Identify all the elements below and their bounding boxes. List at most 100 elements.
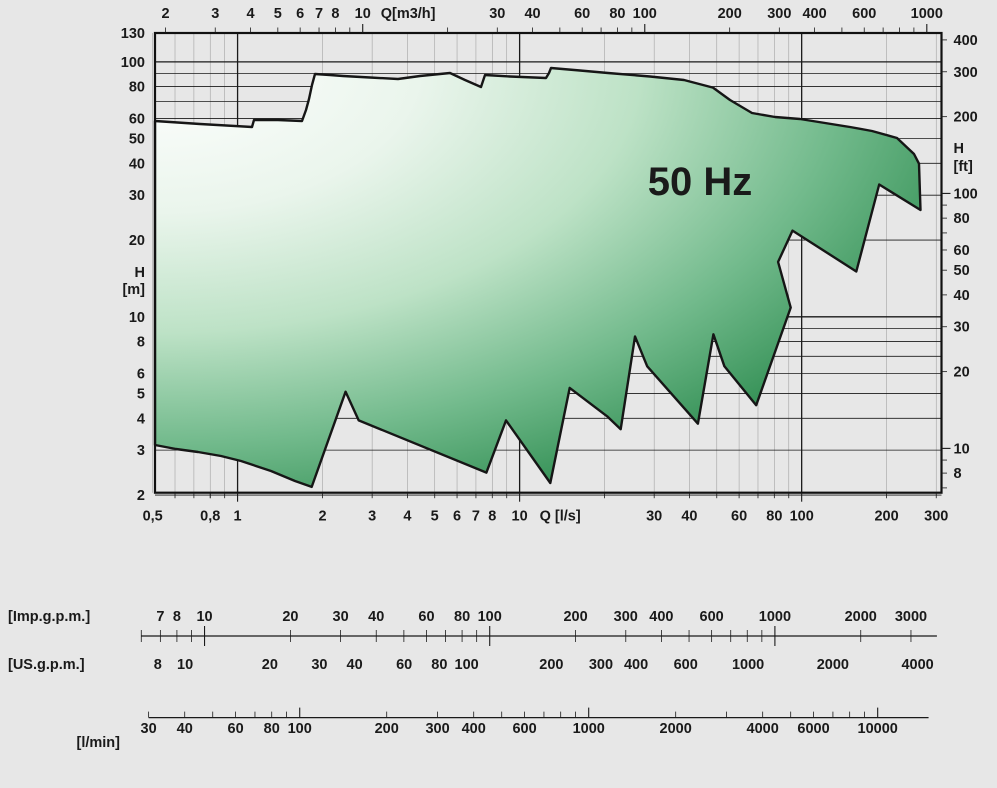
- svg-text:200: 200: [539, 657, 563, 673]
- svg-text:3: 3: [211, 6, 219, 22]
- svg-text:4: 4: [403, 509, 411, 525]
- svg-text:100: 100: [455, 657, 479, 673]
- svg-text:80: 80: [264, 721, 280, 737]
- svg-text:20: 20: [954, 365, 970, 381]
- svg-text:4000: 4000: [747, 721, 779, 737]
- svg-text:4000: 4000: [901, 657, 933, 673]
- svg-text:80: 80: [129, 80, 145, 96]
- svg-text:[Imp.g.p.m.]: [Imp.g.p.m.]: [8, 609, 90, 625]
- svg-text:2: 2: [162, 6, 170, 22]
- svg-text:H: H: [135, 265, 145, 281]
- svg-text:5: 5: [137, 387, 145, 403]
- svg-text:80: 80: [954, 211, 970, 227]
- svg-text:60: 60: [228, 721, 244, 737]
- svg-text:100: 100: [478, 609, 502, 625]
- svg-text:40: 40: [177, 721, 193, 737]
- svg-text:Q[m3/h]: Q[m3/h]: [381, 6, 436, 22]
- svg-text:[ft]: [ft]: [954, 159, 973, 175]
- svg-text:30: 30: [129, 188, 145, 204]
- svg-text:200: 200: [375, 721, 399, 737]
- svg-text:10: 10: [129, 310, 145, 326]
- svg-text:30: 30: [646, 509, 662, 525]
- svg-text:100: 100: [790, 509, 814, 525]
- svg-text:50: 50: [954, 263, 970, 279]
- svg-text:7: 7: [315, 6, 323, 22]
- svg-text:40: 40: [347, 657, 363, 673]
- svg-text:10: 10: [954, 441, 970, 457]
- svg-text:30: 30: [311, 657, 327, 673]
- svg-text:20: 20: [282, 609, 298, 625]
- svg-text:6: 6: [453, 509, 461, 525]
- svg-text:60: 60: [731, 509, 747, 525]
- svg-text:600: 600: [674, 657, 698, 673]
- svg-text:50 Hz: 50 Hz: [648, 160, 753, 204]
- svg-text:40: 40: [524, 6, 540, 22]
- svg-text:80: 80: [454, 609, 470, 625]
- svg-text:300: 300: [924, 509, 948, 525]
- svg-text:400: 400: [954, 33, 978, 49]
- svg-text:400: 400: [624, 657, 648, 673]
- svg-text:30: 30: [333, 609, 349, 625]
- svg-text:100: 100: [633, 6, 657, 22]
- svg-text:30: 30: [954, 320, 970, 336]
- svg-text:8: 8: [137, 335, 145, 351]
- svg-text:200: 200: [954, 110, 978, 126]
- svg-text:0,8: 0,8: [200, 509, 220, 525]
- svg-text:2: 2: [137, 488, 145, 504]
- svg-text:60: 60: [418, 609, 434, 625]
- svg-text:40: 40: [368, 609, 384, 625]
- svg-text:300: 300: [589, 657, 613, 673]
- svg-text:8: 8: [331, 6, 339, 22]
- svg-text:1000: 1000: [759, 609, 791, 625]
- svg-text:2000: 2000: [817, 657, 849, 673]
- svg-text:100: 100: [121, 55, 145, 71]
- svg-text:2000: 2000: [660, 721, 692, 737]
- svg-text:7: 7: [156, 609, 164, 625]
- svg-text:600: 600: [700, 609, 724, 625]
- svg-text:300: 300: [614, 609, 638, 625]
- svg-text:H: H: [954, 141, 964, 157]
- svg-text:100: 100: [954, 186, 978, 202]
- svg-text:2: 2: [318, 509, 326, 525]
- svg-text:400: 400: [462, 721, 486, 737]
- svg-text:8: 8: [173, 609, 181, 625]
- svg-text:[m]: [m]: [122, 282, 145, 298]
- svg-text:60: 60: [574, 6, 590, 22]
- svg-text:600: 600: [852, 6, 876, 22]
- svg-text:20: 20: [129, 233, 145, 249]
- svg-text:10: 10: [177, 657, 193, 673]
- svg-text:30: 30: [141, 721, 157, 737]
- svg-text:10000: 10000: [858, 721, 898, 737]
- svg-text:40: 40: [954, 288, 970, 304]
- svg-text:4: 4: [137, 411, 145, 427]
- svg-text:20: 20: [262, 657, 278, 673]
- svg-text:300: 300: [767, 6, 791, 22]
- svg-text:3: 3: [137, 443, 145, 459]
- svg-text:[US.g.p.m.]: [US.g.p.m.]: [8, 657, 85, 673]
- svg-text:60: 60: [129, 111, 145, 127]
- svg-text:6: 6: [296, 6, 304, 22]
- svg-text:40: 40: [129, 156, 145, 172]
- svg-text:60: 60: [396, 657, 412, 673]
- svg-text:1: 1: [234, 509, 242, 525]
- svg-text:[l/min]: [l/min]: [77, 735, 121, 751]
- svg-text:6000: 6000: [797, 721, 829, 737]
- svg-text:Q [l/s]: Q [l/s]: [540, 509, 581, 525]
- svg-text:200: 200: [718, 6, 742, 22]
- svg-text:300: 300: [954, 65, 978, 81]
- svg-text:100: 100: [288, 721, 312, 737]
- svg-text:8: 8: [154, 657, 162, 673]
- svg-text:1000: 1000: [911, 6, 943, 22]
- svg-text:80: 80: [609, 6, 625, 22]
- svg-text:80: 80: [766, 509, 782, 525]
- svg-text:10: 10: [512, 509, 528, 525]
- svg-text:5: 5: [431, 509, 439, 525]
- svg-text:130: 130: [121, 26, 145, 42]
- svg-text:8: 8: [954, 466, 962, 482]
- svg-text:3000: 3000: [895, 609, 927, 625]
- svg-text:10: 10: [355, 6, 371, 22]
- svg-text:30: 30: [489, 6, 505, 22]
- svg-text:7: 7: [472, 509, 480, 525]
- svg-text:1000: 1000: [573, 721, 605, 737]
- svg-text:0,5: 0,5: [143, 509, 163, 525]
